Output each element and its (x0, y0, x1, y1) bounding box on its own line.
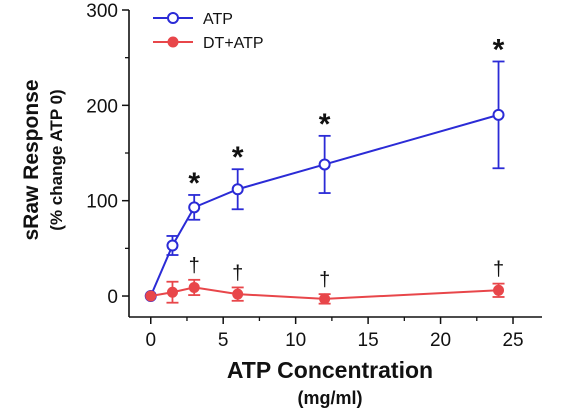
data-point (231, 183, 244, 196)
y-axis-title: sRaw Response (20, 79, 43, 240)
y-axis-subtitle: (% change ATP 0) (47, 89, 66, 230)
x-tick-label: 20 (430, 330, 451, 351)
x-tick-label: 25 (502, 330, 523, 351)
series-dt-atp (145, 278, 505, 305)
y-tick-label: 0 (107, 287, 118, 308)
data-point (145, 290, 157, 302)
data-point (232, 288, 244, 300)
x-tick-label: 15 (358, 330, 379, 351)
x-tick-label: 0 (145, 330, 156, 351)
significance-star: * (493, 33, 505, 66)
legend-marker (167, 36, 179, 48)
ticks: 0 5 10 15 20 25 0 100 200 300 (86, 1, 523, 351)
series (144, 60, 505, 305)
data-point (318, 158, 331, 171)
y-tick-label: 100 (86, 192, 118, 213)
x-axis-unit: (mg/ml) (298, 388, 363, 408)
significance-star: * (188, 167, 200, 200)
significance-dagger: † (189, 255, 200, 277)
legend-marker (167, 12, 179, 24)
series-line (149, 113, 499, 297)
data-point (166, 239, 179, 252)
data-point (166, 286, 178, 298)
annotations: * * * * † † † † (188, 33, 504, 291)
legend-label: ATP (203, 11, 233, 28)
significance-star: * (319, 108, 331, 141)
significance-dagger: † (319, 269, 330, 291)
legend-item: ATP (153, 11, 233, 28)
data-point (188, 201, 201, 214)
y-tick-label: 300 (86, 1, 118, 22)
data-point (493, 284, 505, 296)
legend-label: DT+ATP (203, 35, 264, 52)
significance-dagger: † (493, 259, 504, 281)
significance-star: * (232, 141, 244, 174)
data-point (188, 281, 200, 293)
x-tick-label: 5 (218, 330, 229, 351)
x-tick-label: 10 (285, 330, 306, 351)
y-tick-label: 200 (86, 96, 118, 117)
data-point (319, 293, 331, 305)
data-point (492, 108, 505, 121)
x-axis-title: ATP Concentration (227, 357, 433, 383)
axes (128, 10, 542, 318)
significance-dagger: † (232, 262, 243, 284)
legend-item: DT+ATP (153, 35, 264, 52)
legend: ATP DT+ATP (153, 11, 264, 52)
